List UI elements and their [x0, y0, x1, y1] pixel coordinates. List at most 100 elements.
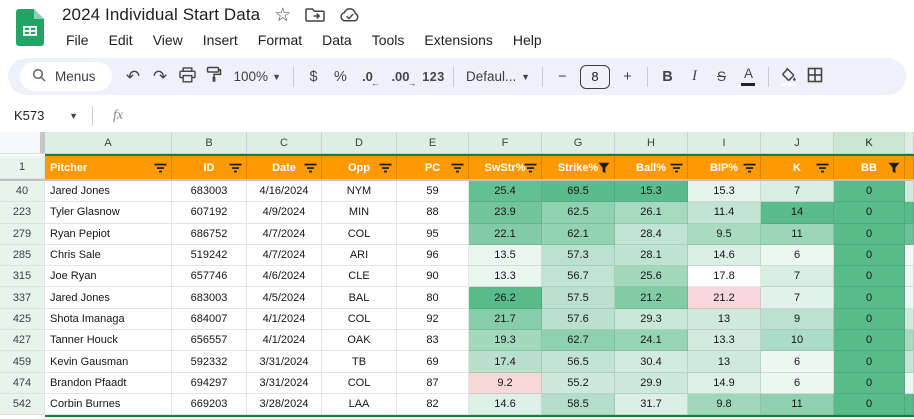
column-letter-a[interactable]: A: [45, 132, 172, 154]
cell[interactable]: 58.5: [542, 393, 615, 416]
cell[interactable]: 6: [761, 244, 834, 267]
cell[interactable]: 9.8: [688, 393, 761, 416]
menus-search[interactable]: Menus: [20, 62, 112, 91]
cell[interactable]: Kevin Gausman: [45, 351, 172, 373]
cell[interactable]: 62.1: [542, 223, 615, 245]
cell[interactable]: TB: [322, 351, 397, 373]
bold-button[interactable]: B: [654, 63, 681, 90]
cell[interactable]: 21.7: [469, 308, 542, 331]
cell[interactable]: Jared Jones: [45, 181, 172, 203]
cell[interactable]: 684007: [172, 308, 247, 331]
number-format-button[interactable]: 123: [420, 63, 447, 90]
column-letter-partial[interactable]: [905, 132, 914, 154]
cell[interactable]: 22.1: [469, 223, 542, 245]
column-letter-d[interactable]: D: [322, 132, 397, 154]
borders-button[interactable]: [802, 63, 829, 90]
decrease-font-size-button[interactable]: −: [549, 63, 576, 90]
document-title[interactable]: 2024 Individual Start Data: [62, 5, 261, 24]
column-letter-k[interactable]: K: [834, 132, 905, 154]
cell[interactable]: 4/1/2024: [247, 308, 322, 331]
column-letter-j[interactable]: J: [761, 132, 834, 154]
move-folder-icon[interactable]: [305, 7, 326, 23]
row-number[interactable]: 315: [0, 266, 45, 288]
star-icon[interactable]: ☆: [274, 4, 292, 26]
cell[interactable]: 56.5: [542, 351, 615, 373]
undo-button[interactable]: ↶: [120, 63, 147, 90]
menu-insert[interactable]: Insert: [202, 32, 238, 48]
cell[interactable]: CLE: [322, 266, 397, 288]
cell[interactable]: 0: [834, 244, 905, 267]
cell[interactable]: BAL: [322, 287, 397, 309]
header-cell-pitcher[interactable]: Pitcher: [45, 156, 172, 179]
cell[interactable]: 13.3: [469, 266, 542, 288]
menu-data[interactable]: Data: [322, 32, 352, 48]
cell[interactable]: Joe Ryan: [45, 266, 172, 288]
cell[interactable]: 95: [397, 223, 469, 245]
column-letter-h[interactable]: H: [615, 132, 688, 154]
header-cell-swstr[interactable]: SwStr%: [469, 156, 542, 179]
cell[interactable]: 82: [397, 393, 469, 416]
cell[interactable]: Brandon Pfaadt: [45, 372, 172, 394]
text-color-button[interactable]: A: [735, 63, 762, 90]
filter-icon[interactable]: [379, 162, 392, 173]
row-number[interactable]: 425: [0, 308, 45, 331]
cell[interactable]: 7: [761, 181, 834, 203]
cell-partial[interactable]: [905, 372, 914, 394]
print-button[interactable]: [174, 63, 201, 90]
column-letter-e[interactable]: E: [397, 132, 469, 154]
cell[interactable]: 694297: [172, 372, 247, 394]
cell[interactable]: 11: [761, 393, 834, 416]
menu-format[interactable]: Format: [257, 32, 303, 48]
cell[interactable]: 4/7/2024: [247, 223, 322, 245]
cell-partial[interactable]: [905, 202, 914, 224]
menu-tools[interactable]: Tools: [371, 32, 405, 48]
filter-icon[interactable]: [154, 162, 167, 173]
cell[interactable]: 4/7/2024: [247, 244, 322, 267]
header-cell-k[interactable]: K: [761, 156, 834, 179]
cell[interactable]: 686752: [172, 223, 247, 245]
cell[interactable]: Tanner Houck: [45, 330, 172, 352]
cell[interactable]: 14: [761, 202, 834, 224]
cell[interactable]: 669203: [172, 393, 247, 416]
row-number[interactable]: 223: [0, 202, 45, 224]
cell[interactable]: 90: [397, 266, 469, 288]
cell[interactable]: COL: [322, 223, 397, 245]
header-cell-id[interactable]: ID: [172, 156, 247, 179]
cell[interactable]: 3/31/2024: [247, 372, 322, 394]
currency-format-button[interactable]: $: [300, 63, 327, 90]
filter-icon[interactable]: [524, 162, 537, 173]
cell[interactable]: 592332: [172, 351, 247, 373]
cell-partial[interactable]: [905, 308, 914, 331]
cell[interactable]: 13: [688, 351, 761, 373]
cell[interactable]: Shota Imanaga: [45, 308, 172, 331]
row-number[interactable]: 279: [0, 223, 45, 245]
cell[interactable]: 17.4: [469, 351, 542, 373]
column-letter-f[interactable]: F: [469, 132, 542, 154]
header-cell-strike[interactable]: Strike%: [542, 156, 615, 179]
cell[interactable]: 29.3: [615, 308, 688, 331]
filter-icon[interactable]: [743, 162, 756, 173]
column-letter-c[interactable]: C: [247, 132, 322, 154]
cell[interactable]: 31.7: [615, 393, 688, 416]
filter-icon[interactable]: [229, 162, 242, 173]
cell[interactable]: 62.7: [542, 330, 615, 352]
cell[interactable]: 26.1: [615, 202, 688, 224]
cell[interactable]: 88: [397, 202, 469, 224]
paint-format-button[interactable]: [201, 63, 228, 90]
cell-partial[interactable]: [905, 266, 914, 288]
cell[interactable]: 30.4: [615, 351, 688, 373]
cell[interactable]: 14.9: [688, 372, 761, 394]
frozen-handle[interactable]: [40, 132, 45, 153]
increase-decimals-button[interactable]: .00 →: [387, 63, 416, 90]
redo-button[interactable]: ↷: [147, 63, 174, 90]
cell[interactable]: 0: [834, 372, 905, 394]
filter-icon[interactable]: [304, 162, 317, 173]
cell[interactable]: 24.1: [615, 330, 688, 352]
cell[interactable]: 21.2: [688, 287, 761, 309]
cell[interactable]: 62.5: [542, 202, 615, 224]
cell-partial[interactable]: [905, 351, 914, 373]
cell[interactable]: COL: [322, 372, 397, 394]
cell-partial[interactable]: [905, 287, 914, 309]
cell[interactable]: 15.3: [688, 181, 761, 203]
cell[interactable]: 25.4: [469, 181, 542, 203]
